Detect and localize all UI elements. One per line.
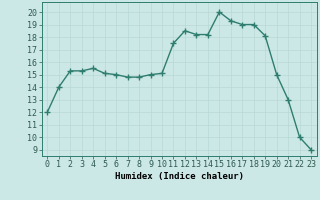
X-axis label: Humidex (Indice chaleur): Humidex (Indice chaleur) <box>115 172 244 181</box>
